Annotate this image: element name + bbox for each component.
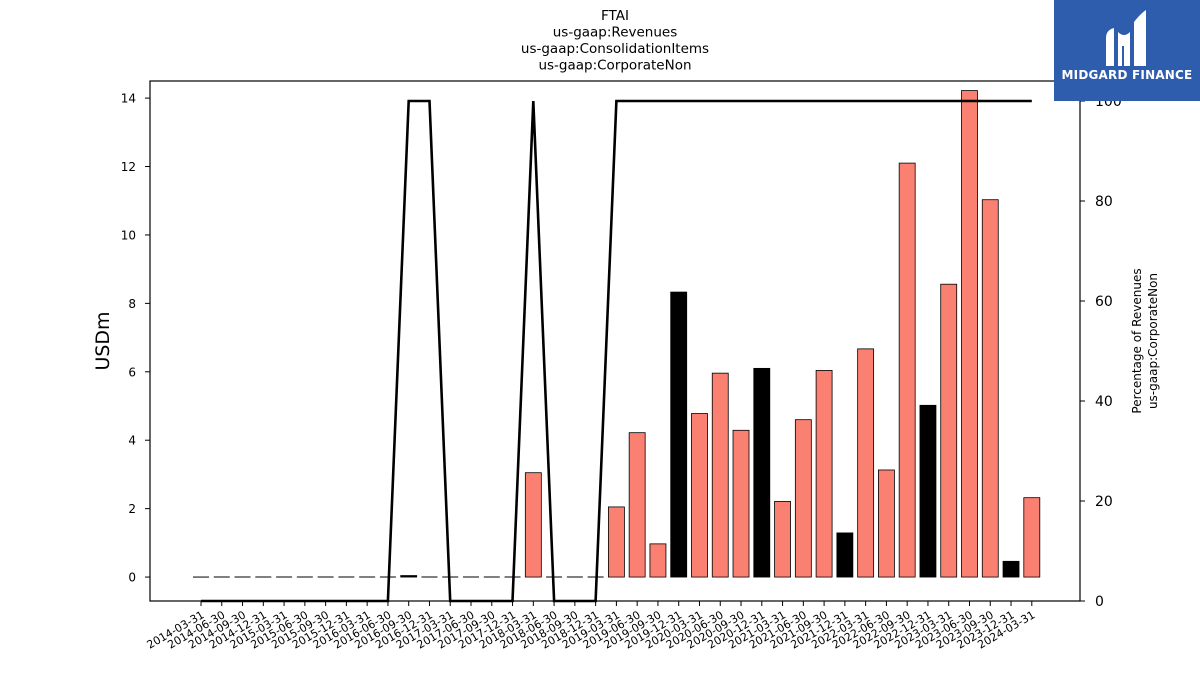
title-line-2: us-gaap:Revenues [553, 25, 678, 41]
bar [753, 367, 771, 578]
bar [898, 162, 916, 578]
y-axis-label-right-line-2: us-gaap:CorporateNon [1146, 273, 1160, 409]
bar [628, 432, 646, 578]
bar [670, 291, 688, 578]
logo-text: MIDGARD FINANCE [1061, 68, 1193, 82]
y-left-tick-label: 6 [128, 365, 136, 379]
y-left-tick-label: 12 [121, 160, 136, 174]
y-left-tick-label: 4 [128, 434, 136, 448]
y-axis-label-right-line-1: Percentage of Revenues [1130, 268, 1144, 413]
y-axis-label-right: Percentage of Revenues us-gaap:Corporate… [1130, 268, 1160, 413]
bar [711, 372, 729, 578]
bar [961, 90, 978, 578]
y-left-tick-label: 2 [128, 502, 136, 516]
bar [1023, 497, 1041, 578]
midgard-logo-icon [1106, 10, 1146, 66]
bar [774, 501, 791, 578]
plot-frame [149, 80, 1081, 602]
bar [836, 532, 854, 578]
y-left-tick-label: 14 [121, 92, 136, 106]
bar [732, 429, 750, 578]
bar [857, 348, 875, 578]
bar [649, 543, 667, 578]
bar-series [400, 90, 1041, 578]
y-axis-left: 0 2 4 6 8 10 12 14 [121, 92, 150, 585]
y-right-tick-label: 60 [1095, 294, 1113, 310]
x-axis: 2014-03-312014-06-302014-09-302014-12-31… [145, 601, 1037, 652]
title-line-4: us-gaap:CorporateNon [538, 58, 691, 74]
y-right-tick-label: 80 [1095, 194, 1113, 210]
bar [524, 472, 542, 578]
title-line-3: us-gaap:ConsolidationItems [521, 41, 709, 57]
y-left-tick-label: 0 [128, 571, 136, 585]
y-left-tick-label: 8 [128, 297, 136, 311]
bar [1002, 560, 1020, 578]
y-left-tick-label: 10 [121, 228, 136, 242]
bar [608, 506, 625, 578]
bar [691, 413, 708, 578]
y-right-tick-label: 40 [1095, 394, 1113, 410]
bar [794, 419, 812, 578]
title-line-1: FTAI [601, 8, 629, 24]
midgard-finance-logo: MIDGARD FINANCE [1054, 0, 1200, 101]
bar [919, 404, 937, 578]
percentage-line [201, 99, 1032, 603]
bar [940, 283, 958, 578]
y-right-tick-label: 0 [1095, 594, 1104, 610]
bar [878, 469, 895, 578]
bar [400, 575, 418, 578]
bar [981, 199, 999, 578]
bar [815, 370, 833, 578]
y-right-tick-label: 20 [1095, 494, 1113, 510]
y-axis-label-left: USDm [92, 311, 114, 370]
chart-title: FTAIus-gaap:Revenuesus-gaap:Consolidatio… [521, 8, 709, 74]
